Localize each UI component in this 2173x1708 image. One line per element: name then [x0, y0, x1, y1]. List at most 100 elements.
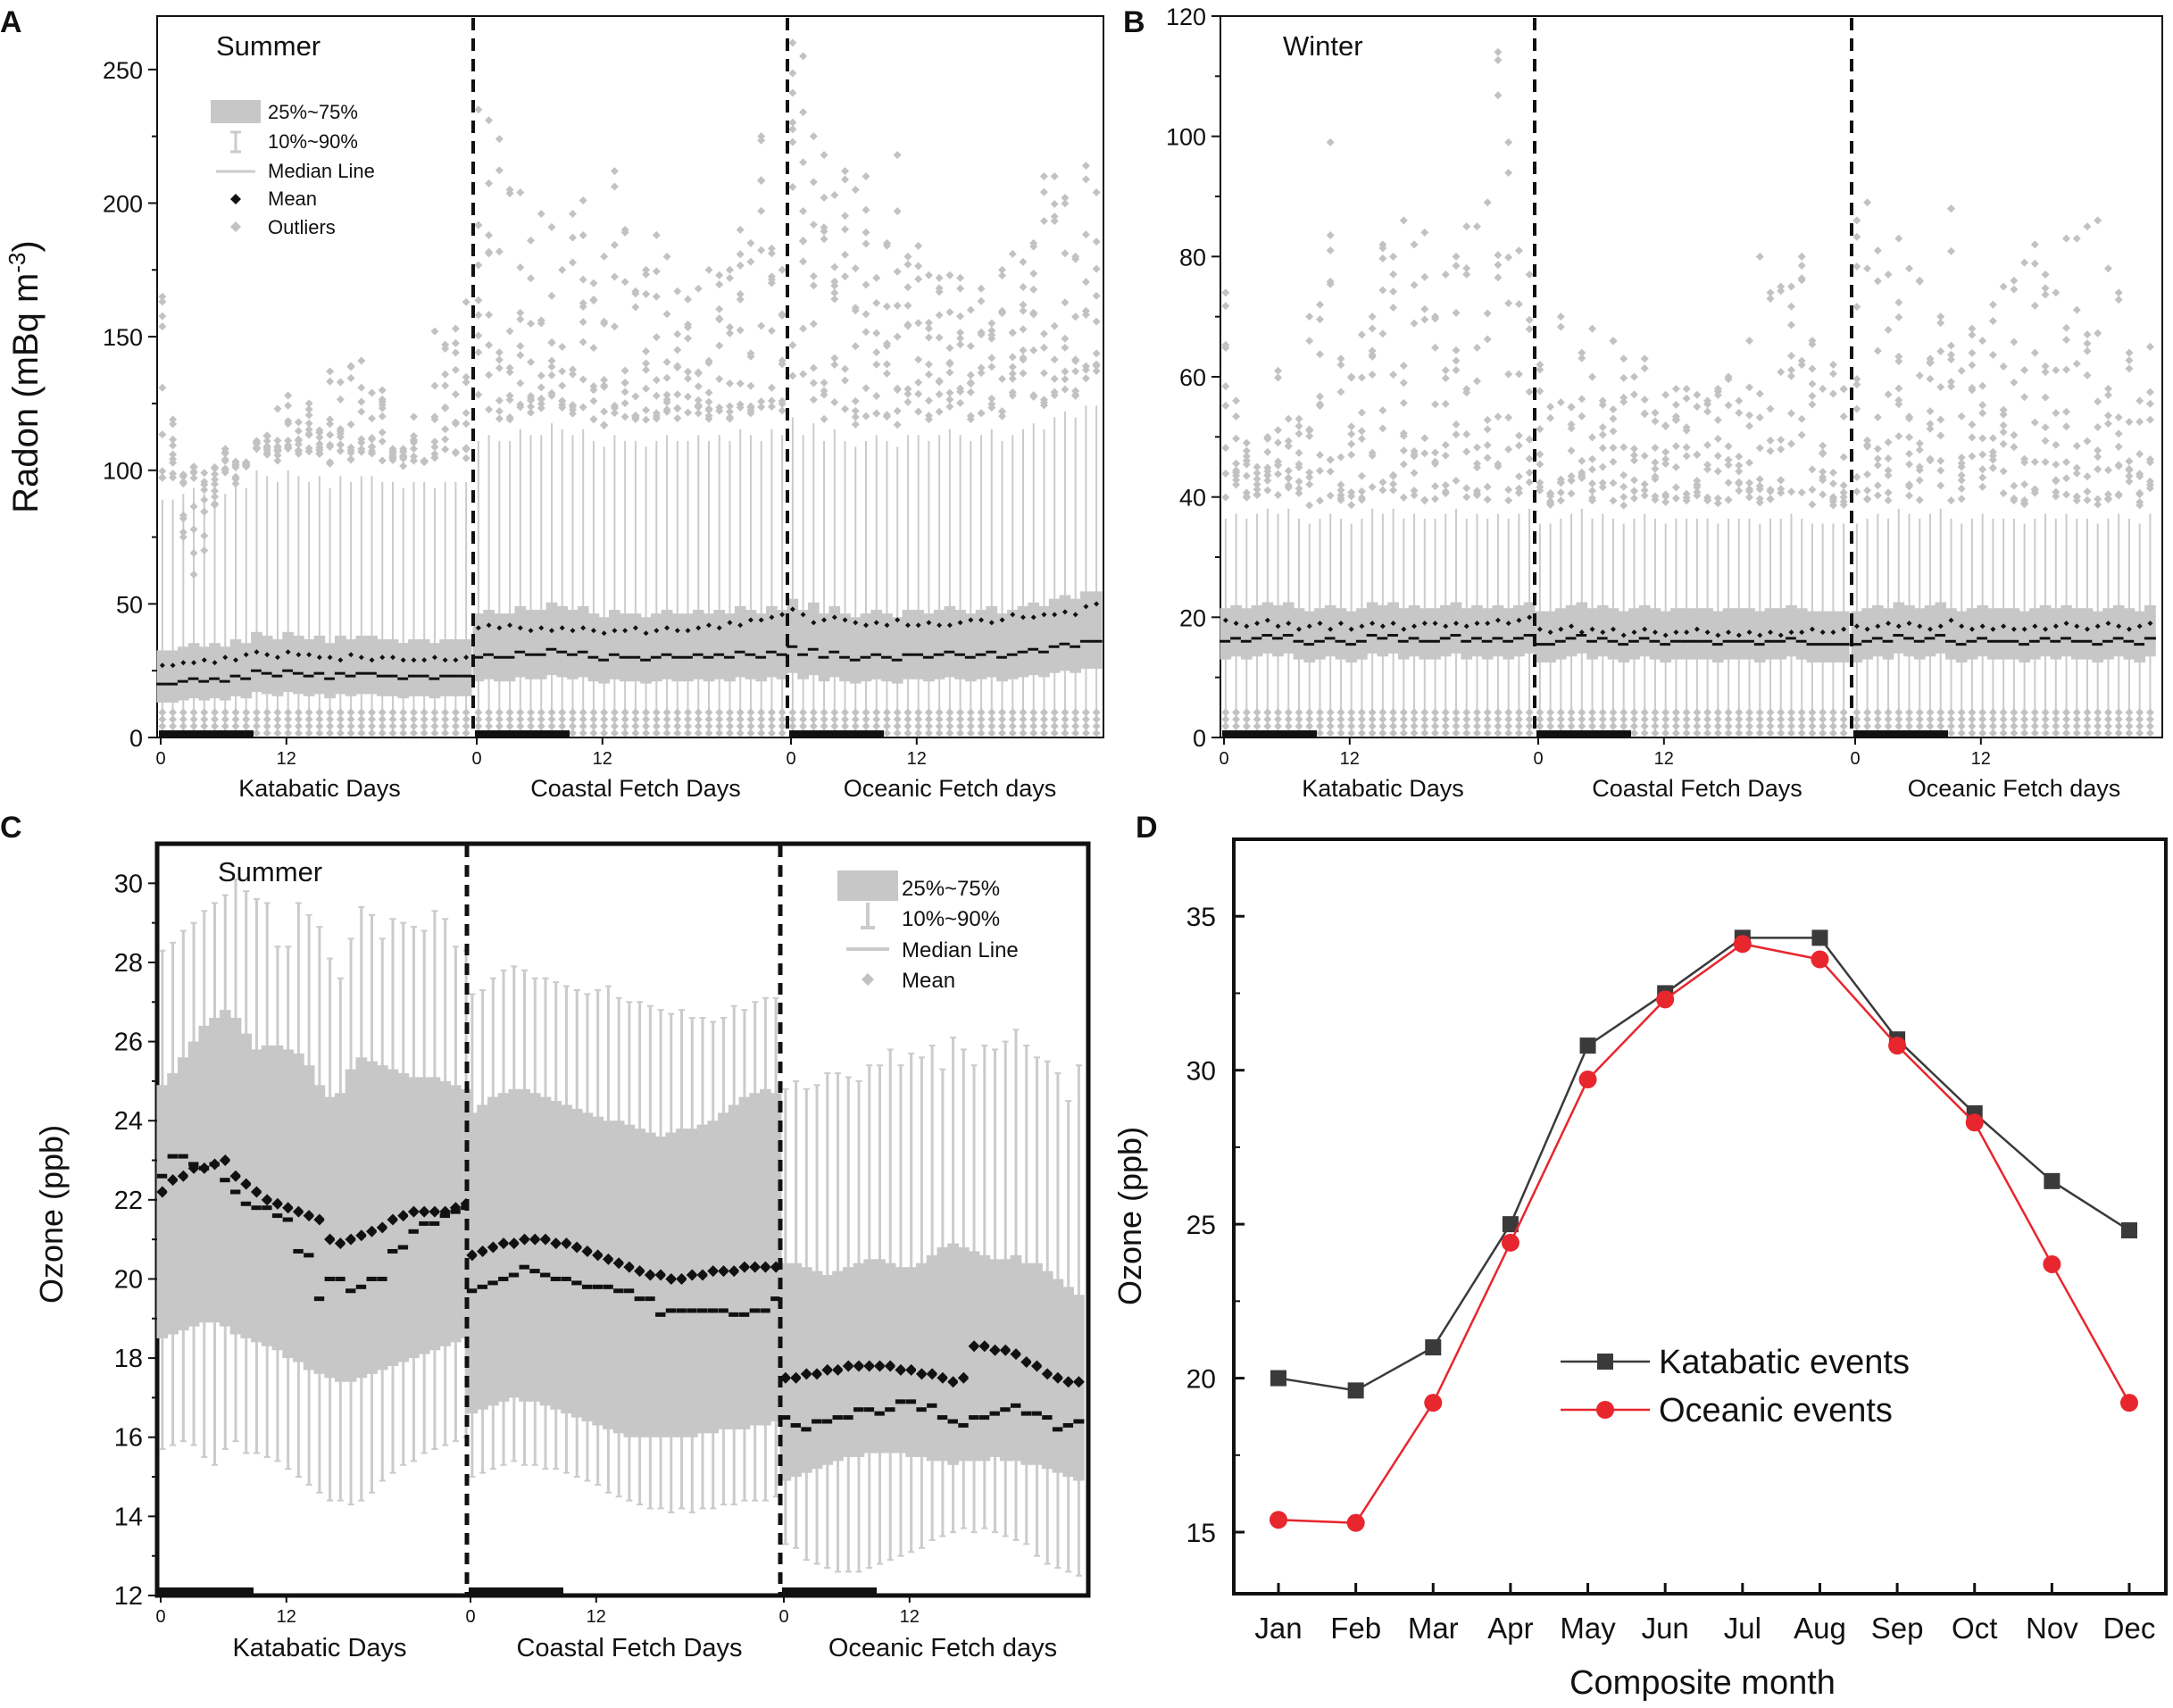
outlier-marker: [1578, 715, 1586, 724]
mean-marker: [345, 1233, 357, 1246]
median-line: [240, 1201, 252, 1206]
median-line: [1355, 639, 1368, 643]
median-line: [387, 674, 399, 678]
mean-marker: [926, 1368, 938, 1380]
outlier-marker: [2125, 715, 2134, 724]
outlier-marker: [600, 382, 609, 391]
outlier-marker: [1905, 460, 1914, 469]
outlier-marker: [1305, 721, 1314, 730]
median-line: [519, 1264, 530, 1270]
outlier-marker: [2114, 296, 2123, 304]
outlier-marker: [841, 708, 850, 717]
outlier-marker: [1978, 482, 1987, 491]
iqr-box: [198, 1025, 211, 1323]
outlier-marker: [851, 406, 860, 415]
outlier-marker: [495, 135, 504, 144]
mean-marker: [601, 630, 607, 637]
outlier-marker: [1905, 412, 1914, 421]
outlier-marker: [474, 296, 483, 304]
mean-marker: [1264, 617, 1270, 623]
iqr-box: [293, 635, 304, 695]
outlier-marker: [1221, 493, 1230, 502]
iqr-box: [926, 1254, 938, 1462]
iqr-box: [167, 1073, 179, 1335]
mean-marker: [1275, 623, 1281, 629]
outlier-marker: [1703, 721, 1712, 730]
median-line: [1565, 637, 1578, 640]
outlier-marker: [1693, 721, 1702, 730]
outlier-marker: [631, 715, 640, 724]
outlier-marker: [1232, 412, 1241, 421]
median-line: [707, 1308, 719, 1313]
outlier-marker: [1588, 433, 1597, 442]
outlier-marker: [1536, 361, 1544, 370]
mean-marker: [643, 630, 649, 637]
median-line: [1966, 639, 1978, 643]
iqr-box: [975, 610, 987, 679]
outlier-marker: [304, 404, 313, 413]
outlier-marker: [1957, 708, 1966, 717]
outlier-marker: [527, 721, 536, 730]
outlier-marker: [1745, 715, 1754, 724]
outlier-marker: [527, 402, 536, 411]
median-line: [1977, 637, 1989, 640]
outlier-marker: [841, 364, 850, 373]
iqr-box: [853, 1262, 865, 1457]
outlier-marker: [1242, 471, 1251, 480]
season-label: Summer: [218, 856, 322, 887]
outlier-marker: [746, 238, 755, 247]
mean-marker: [229, 1170, 242, 1182]
outlier-marker: [1378, 708, 1387, 717]
outlier-marker: [1808, 465, 1817, 474]
outlier-marker: [2062, 407, 2071, 416]
outlier-marker: [2083, 721, 2092, 730]
outlier-marker: [1567, 708, 1576, 717]
mean-marker: [264, 652, 271, 658]
median-line: [738, 1312, 750, 1317]
median-line: [1924, 637, 1936, 640]
mean-marker: [1390, 621, 1396, 627]
outlier-marker: [1905, 433, 1914, 442]
outlier-marker: [945, 402, 954, 411]
outlier-marker: [1305, 473, 1314, 482]
outlier-marker: [1661, 447, 1670, 456]
x-tick-label: 12: [900, 1607, 920, 1627]
mean-marker: [271, 1197, 284, 1210]
outlier-marker: [1619, 708, 1628, 717]
outlier-marker: [368, 388, 377, 397]
outlier-marker: [1915, 708, 1924, 717]
outlier-marker: [2145, 342, 2154, 351]
outlier-marker: [189, 467, 198, 476]
outlier-marker: [1399, 379, 1408, 387]
outlier-marker: [1978, 381, 1987, 390]
mean-marker: [250, 1186, 262, 1198]
iqr-box: [313, 1085, 326, 1374]
outlier-marker: [1703, 441, 1712, 450]
outlier-marker: [903, 397, 912, 406]
outlier-marker: [1828, 468, 1837, 477]
mean-marker: [261, 1194, 273, 1206]
outlier-marker: [862, 205, 870, 214]
outlier-marker: [357, 397, 366, 406]
outlier-marker: [1936, 383, 1945, 392]
outlier-marker: [1368, 312, 1377, 321]
iqr-box: [964, 613, 977, 682]
outlier-marker: [1777, 708, 1786, 717]
outlier-marker: [1019, 283, 1028, 292]
outlier-marker: [1852, 708, 1861, 717]
median-line: [449, 674, 462, 678]
outlier-marker: [1525, 387, 1534, 396]
outlier-marker: [1452, 308, 1461, 317]
mean-marker: [219, 1154, 231, 1167]
outlier-marker: [1713, 708, 1722, 717]
median-line: [989, 1411, 1001, 1416]
outlier-marker: [631, 729, 640, 737]
outlier-marker: [1819, 449, 1827, 458]
mean-marker: [1041, 612, 1047, 618]
mean-marker: [366, 1225, 379, 1237]
outlier-marker: [1588, 465, 1597, 474]
outlier-marker: [2010, 708, 2019, 717]
outlier-marker: [945, 368, 954, 377]
mean-marker: [1379, 623, 1386, 629]
median-line: [613, 1288, 625, 1294]
